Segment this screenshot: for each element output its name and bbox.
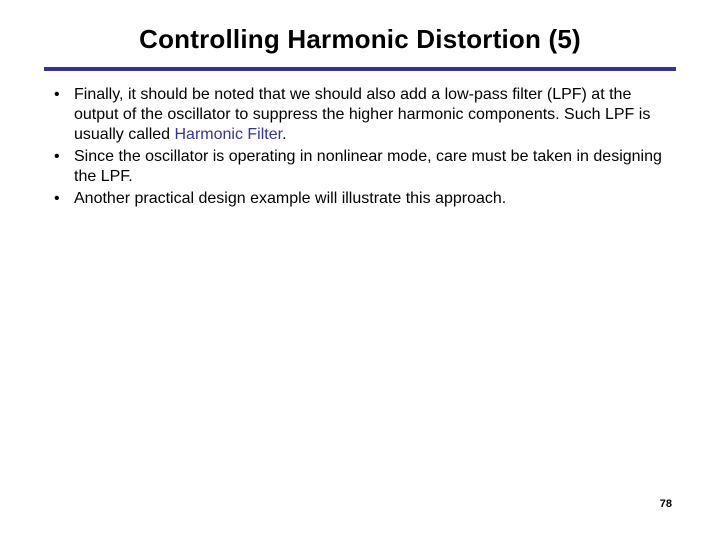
highlighted-term: Harmonic Filter xyxy=(175,126,283,143)
bullet-text: Another practical design example will il… xyxy=(74,190,506,207)
bullet-item-1: Finally, it should be noted that we shou… xyxy=(48,85,672,145)
bullet-list: Finally, it should be noted that we shou… xyxy=(40,85,680,209)
bullet-text: Since the oscillator is operating in non… xyxy=(74,148,662,185)
bullet-item-2: Since the oscillator is operating in non… xyxy=(48,147,672,187)
page-number: 78 xyxy=(660,498,672,510)
slide-title: Controlling Harmonic Distortion (5) xyxy=(40,24,680,55)
bullet-text-pre: Finally, it should be noted that we shou… xyxy=(74,86,650,143)
bullet-text-post: . xyxy=(282,126,286,143)
title-underline xyxy=(44,67,676,71)
slide: Controlling Harmonic Distortion (5) Fina… xyxy=(0,0,720,540)
bullet-item-3: Another practical design example will il… xyxy=(48,189,672,209)
